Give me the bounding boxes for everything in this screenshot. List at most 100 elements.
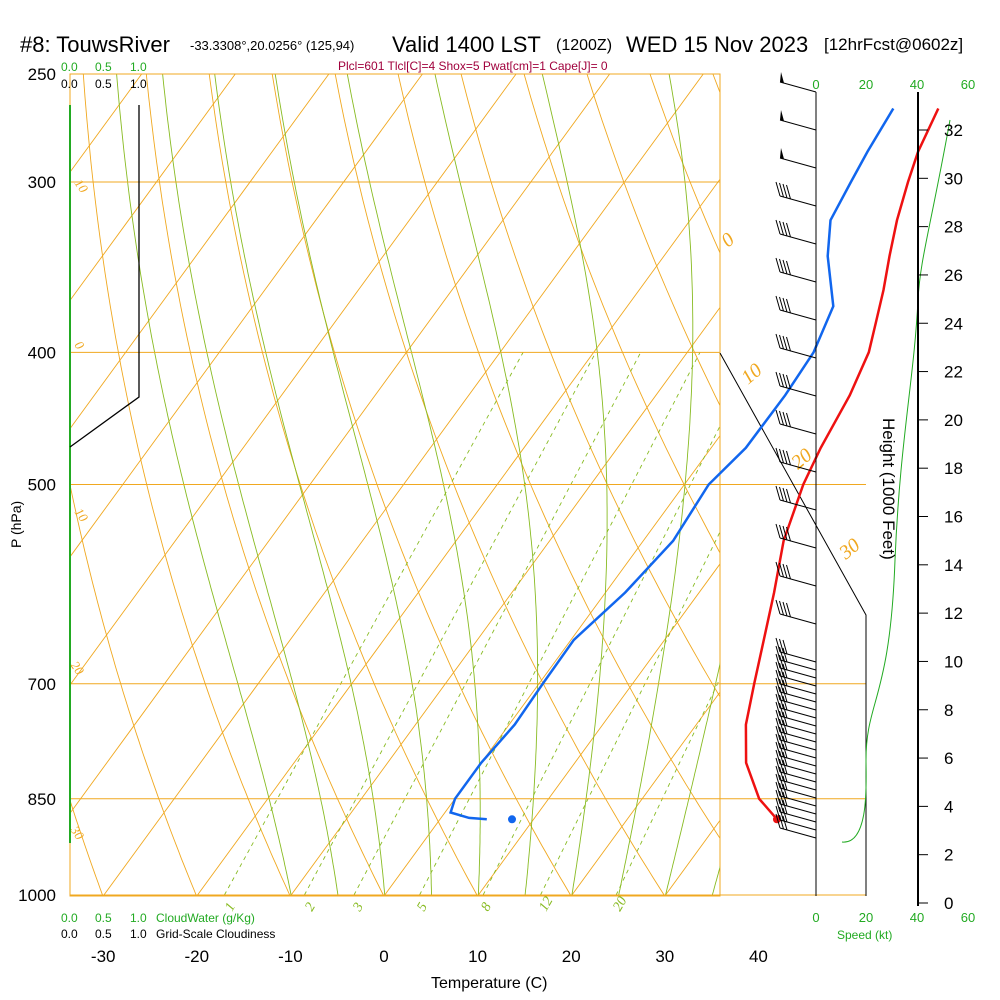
wind-barb bbox=[775, 447, 817, 473]
height-tick-label: 14 bbox=[944, 556, 963, 575]
wind-barb bbox=[775, 677, 817, 703]
barb-feather bbox=[775, 813, 781, 829]
temp-tick-label: 10 bbox=[468, 947, 487, 966]
cloud-tick-top-black: 0.0 bbox=[61, 77, 78, 91]
mixing-ratio-label: 5 bbox=[414, 900, 430, 914]
barb-feather bbox=[779, 182, 784, 198]
wind-barb bbox=[775, 685, 817, 711]
dry-adiabat bbox=[460, 74, 720, 698]
height-tick-label: 6 bbox=[944, 749, 953, 768]
wind-barb bbox=[775, 371, 817, 397]
barb-feather bbox=[775, 741, 781, 757]
barb-feather bbox=[779, 670, 784, 686]
barb-feather bbox=[782, 525, 788, 541]
mixing-ratio-line bbox=[615, 677, 720, 896]
mixing-ratio-line bbox=[304, 352, 597, 896]
barb-staff bbox=[779, 827, 817, 839]
temp-tick-label: -30 bbox=[91, 947, 116, 966]
height-axis-title: Height (1000 Feet) bbox=[879, 418, 898, 560]
barb-feather bbox=[775, 653, 781, 669]
barb-feather bbox=[782, 655, 788, 671]
barb-staff bbox=[779, 575, 817, 587]
barb-feather bbox=[775, 773, 781, 789]
barb-staff bbox=[779, 613, 817, 625]
wind-barb bbox=[775, 653, 817, 679]
barb-feather bbox=[782, 687, 788, 703]
dry-adiabat bbox=[70, 798, 104, 896]
barb-feather bbox=[779, 600, 784, 616]
barb-feather bbox=[782, 783, 788, 799]
barb-feather bbox=[786, 526, 791, 542]
barb-feather bbox=[779, 814, 784, 830]
barb-staff bbox=[779, 385, 817, 397]
cloud-tick-bottom-green: 0.0 bbox=[61, 911, 78, 925]
wind-barb bbox=[775, 789, 817, 815]
barb-feather bbox=[782, 647, 788, 663]
pressure-tick-label: 500 bbox=[28, 476, 56, 495]
barb-feather bbox=[775, 693, 781, 709]
wind-barb bbox=[775, 765, 817, 791]
barb-feather bbox=[779, 774, 784, 790]
barb-feather bbox=[779, 220, 784, 236]
barb-staff bbox=[779, 195, 817, 207]
barb-feather bbox=[775, 749, 781, 765]
cloud-tick-bottom-green: 0.5 bbox=[95, 911, 112, 925]
barb-feather bbox=[782, 259, 788, 275]
barb-feather bbox=[782, 487, 788, 503]
barb-feather bbox=[775, 645, 781, 661]
wind-barb bbox=[779, 148, 817, 169]
wind-barb bbox=[779, 110, 817, 131]
isotherm-label: 20 bbox=[787, 444, 816, 474]
barb-staff bbox=[779, 779, 817, 791]
moist-adiabat bbox=[116, 74, 292, 896]
barb-feather bbox=[782, 767, 788, 783]
barb-feather bbox=[775, 371, 781, 387]
barb-feather bbox=[779, 806, 784, 822]
barb-staff bbox=[779, 675, 817, 687]
pressure-tick-label: 300 bbox=[28, 173, 56, 192]
barb-staff bbox=[779, 423, 817, 435]
cloudwater-label: CloudWater (g/Kg) bbox=[156, 911, 255, 925]
temp-tick-label: 0 bbox=[379, 947, 388, 966]
barb-staff bbox=[779, 667, 817, 679]
isotherm-line bbox=[477, 563, 720, 896]
barb-staff bbox=[779, 763, 817, 775]
barb-feather bbox=[782, 297, 788, 313]
mixing-ratio-label: 12 bbox=[536, 894, 556, 914]
barb-feather bbox=[782, 221, 788, 237]
barb-feather bbox=[775, 409, 781, 425]
barb-staff bbox=[779, 157, 817, 169]
barb-staff bbox=[779, 715, 817, 727]
valid-time: Valid 1400 LST bbox=[392, 32, 541, 57]
barb-feather bbox=[775, 717, 781, 733]
speed-tick-bottom: 60 bbox=[961, 910, 975, 925]
barb-feather bbox=[782, 183, 788, 199]
isotherm-label: 0 bbox=[72, 338, 88, 352]
wind-barb bbox=[775, 733, 817, 759]
speed-tick-top: 20 bbox=[859, 77, 873, 92]
barb-staff bbox=[779, 233, 817, 245]
barb-feather bbox=[779, 654, 784, 670]
barb-staff bbox=[779, 747, 817, 759]
cloud-tick-top-green: 0.5 bbox=[95, 60, 112, 74]
barb-feather bbox=[779, 782, 784, 798]
barb-feather bbox=[779, 702, 784, 718]
barb-feather bbox=[775, 523, 781, 539]
speed-tick-top: 60 bbox=[961, 77, 975, 92]
barb-feather bbox=[775, 661, 781, 677]
barb-feather bbox=[775, 257, 781, 273]
temperature-line bbox=[744, 107, 940, 821]
cloud-tick-bottom-black: 0.5 bbox=[95, 927, 112, 941]
wind-barb bbox=[775, 781, 817, 807]
barb-feather bbox=[782, 719, 788, 735]
mixing-ratio-line bbox=[224, 352, 524, 896]
isotherm-label: 10 bbox=[737, 359, 766, 389]
barb-staff bbox=[779, 795, 817, 807]
speed-tick-top: 40 bbox=[910, 77, 924, 92]
barb-feather bbox=[779, 766, 784, 782]
forecast-info: [12hrFcst@0602z] bbox=[824, 35, 963, 54]
barb-feather bbox=[779, 798, 784, 814]
barb-feather bbox=[775, 561, 781, 577]
height-tick-label: 18 bbox=[944, 459, 963, 478]
barb-feather bbox=[779, 448, 784, 464]
